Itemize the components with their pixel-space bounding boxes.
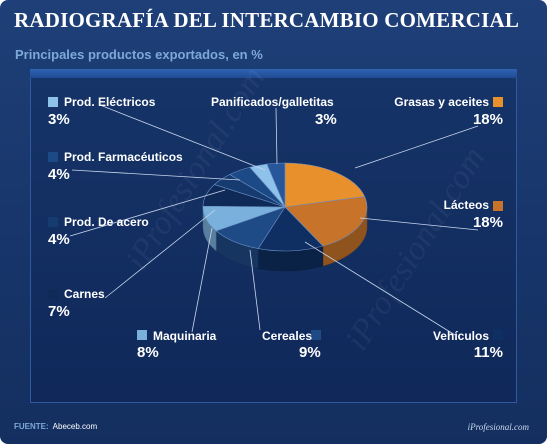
leader-line-0: [354, 125, 479, 169]
label-name-cereales: Cereales: [262, 329, 313, 343]
label-value-carnes: 7%: [48, 303, 70, 320]
label-name-grasas: Grasas y aceites: [394, 95, 489, 109]
label-name-carnes: Carnes: [64, 287, 105, 301]
label-name-vehiculos: Vehículos: [432, 329, 489, 343]
label-name-farmaceuticos: Prod. Farmacéuticos: [64, 150, 183, 164]
chart-panel-header-bar: [30, 69, 517, 78]
leader-line-9: [275, 107, 278, 165]
label-value-maquinaria: 8%: [137, 344, 159, 361]
chart-subtitle: Principales productos exportados, en %: [15, 47, 263, 62]
source-line: FUENTE: Abeceb.com: [14, 422, 97, 431]
legend-swatch-cereales: [311, 330, 321, 340]
label-value-grasas: 18%: [472, 111, 503, 128]
label-value-lacteos: 18%: [472, 214, 503, 231]
pie-slice-0: [284, 162, 366, 208]
leader-line-1: [359, 217, 479, 231]
label-value-cereales: 9%: [299, 344, 321, 361]
legend-swatch-vehiculos: [493, 330, 503, 340]
label-value-acero: 4%: [48, 231, 70, 248]
label-value-farmaceuticos: 4%: [48, 166, 70, 183]
leader-line-8: [99, 104, 266, 171]
label-value-panificados: 3%: [315, 111, 337, 128]
legend-swatch-electricos: [48, 97, 58, 107]
label-name-maquinaria: Maquinaria: [153, 329, 217, 343]
legend-swatch-lacteos: [493, 201, 503, 211]
label-value-electricos: 3%: [48, 111, 70, 128]
label-name-electricos: Prod. Eléctricos: [64, 95, 156, 109]
legend-swatch-acero: [48, 217, 58, 227]
leader-line-5: [104, 209, 216, 299]
brand-logo: iProfesional.com: [467, 422, 529, 432]
source-label: FUENTE:: [14, 422, 49, 431]
chart-title: RADIOGRAFÍA DEL INTERCAMBIO COMERCIAL: [14, 8, 520, 32]
legend-swatch-maquinaria: [137, 330, 147, 340]
pie-slice-9: [266, 162, 286, 208]
label-name-lacteos: Lácteos: [443, 198, 489, 212]
label-value-vehiculos: 11%: [473, 344, 503, 361]
leader-line-3: [249, 249, 261, 331]
legend-swatch-grasas: [493, 97, 503, 107]
leader-line-4: [191, 227, 213, 333]
leader-line-7: [71, 169, 241, 181]
source-value: Abeceb.com: [52, 422, 98, 431]
pie-slice-2: [257, 206, 324, 252]
label-name-panificados: Panificados/galletitas: [211, 95, 334, 109]
legend-swatch-carnes: [48, 289, 58, 299]
legend-swatch-farmaceuticos: [48, 152, 58, 162]
label-name-acero: Prod. De acero: [64, 215, 149, 229]
pie-slice-1: [284, 196, 368, 247]
leader-line-6: [69, 189, 226, 237]
leader-line-2: [304, 241, 456, 336]
